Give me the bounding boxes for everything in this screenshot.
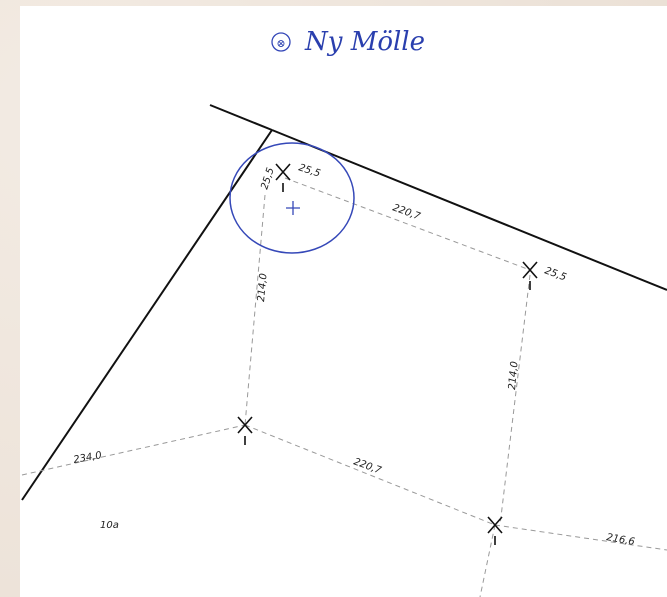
symbol: ⊗ (276, 37, 285, 50)
page: ⊗ Ny Mölle 25,5 25,5 220,7 25,5 214,0 21… (0, 0, 667, 597)
parcel-label: 10a (100, 520, 119, 531)
paper (20, 6, 667, 597)
title: Ny Mölle (304, 27, 425, 57)
survey-sketch: ⊗ Ny Mölle 25,5 25,5 220,7 25,5 214,0 21… (0, 0, 667, 597)
